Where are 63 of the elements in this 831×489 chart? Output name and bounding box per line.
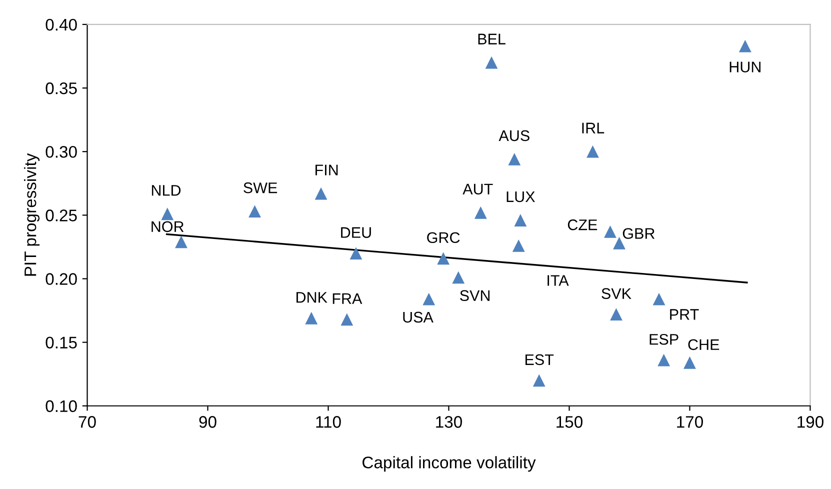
- y-tick-label: 0.30: [46, 146, 77, 158]
- point: [437, 252, 450, 265]
- x-tick-label: 150: [556, 416, 582, 428]
- annotation: NLD: [152, 185, 181, 196]
- annotation: FIN: [316, 164, 338, 176]
- x-tick-label: 170: [677, 416, 703, 428]
- annotation: SWE: [244, 182, 278, 194]
- point: [175, 236, 188, 248]
- point: [658, 354, 670, 366]
- point: [305, 312, 318, 324]
- annotation: IRL: [582, 122, 604, 134]
- point: [508, 153, 521, 166]
- point: [474, 206, 487, 219]
- y-tick-label: 0.40: [46, 18, 77, 31]
- point: [485, 56, 498, 69]
- point: [532, 374, 546, 387]
- point: [452, 271, 465, 284]
- annotation: ITA: [548, 275, 569, 286]
- y-axis-title: PIT progressivity: [24, 153, 40, 276]
- annotation: SVK: [602, 288, 632, 299]
- point: [422, 292, 436, 306]
- x-axis-title: Capital income volatility: [362, 456, 536, 472]
- point: [512, 239, 525, 252]
- point: [604, 225, 616, 238]
- annotation: GRC: [427, 232, 460, 244]
- y-tick-label: 0.35: [46, 82, 77, 94]
- x-tick-label: 70: [78, 416, 96, 428]
- point: [684, 356, 696, 369]
- x-tick-label: 90: [199, 416, 216, 428]
- x-tick-label: 130: [436, 416, 462, 428]
- point: [161, 208, 174, 220]
- annotation: CZE: [568, 219, 598, 230]
- annotation: AUS: [498, 130, 530, 142]
- annotation: GBR: [622, 228, 655, 239]
- point: [314, 187, 328, 200]
- y-tick-label: 0.20: [46, 273, 77, 285]
- annotation: USA: [403, 312, 434, 323]
- y-tick-label: 0.25: [46, 210, 77, 222]
- annotation: HUN: [730, 62, 760, 72]
- annotation: EST: [526, 354, 554, 366]
- annotation: NOR: [152, 221, 184, 232]
- annotation: PRT: [670, 309, 699, 320]
- annotation: LUX: [506, 191, 535, 202]
- point: [610, 308, 622, 321]
- x-tick-label: 190: [798, 416, 824, 428]
- point: [652, 292, 666, 306]
- annotation: FRA: [332, 293, 362, 304]
- annotation: AUT: [462, 184, 493, 194]
- annotation: SVN: [460, 290, 490, 302]
- annotation: ESP: [650, 334, 678, 345]
- point: [514, 214, 527, 226]
- point: [340, 313, 354, 326]
- point: [350, 247, 362, 260]
- annotation: BEL: [478, 34, 506, 44]
- point: [738, 40, 752, 52]
- annotation: CHE: [688, 339, 720, 350]
- point: [586, 145, 599, 158]
- point: [248, 205, 261, 218]
- annotation: DNK: [296, 292, 328, 303]
- x-tick-label: 110: [316, 416, 341, 428]
- y-tick-label: 0.15: [46, 336, 77, 349]
- y-tick-label: 0.10: [46, 400, 77, 412]
- annotation: DEU: [341, 227, 371, 238]
